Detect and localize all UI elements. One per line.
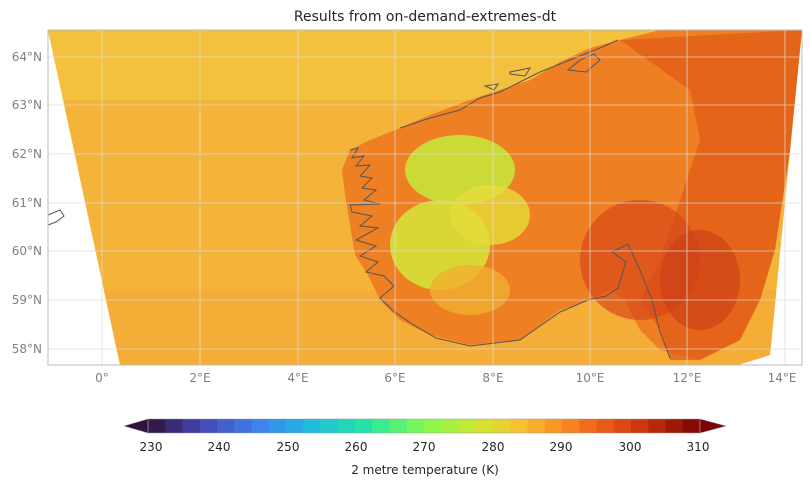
colorbar-segment bbox=[372, 419, 390, 433]
colorbar-segment bbox=[510, 419, 528, 433]
colorbar-tick: 260 bbox=[345, 440, 368, 454]
colorbar-tick: 270 bbox=[413, 440, 436, 454]
colorbar-tick: 300 bbox=[619, 440, 642, 454]
colorbar-segment bbox=[268, 419, 287, 433]
colorbar-segment bbox=[406, 419, 425, 433]
colorbar-segment bbox=[286, 419, 304, 433]
lat-tick: 61°N bbox=[12, 196, 42, 210]
colorbar-segment bbox=[544, 419, 563, 433]
colorbar-segment bbox=[613, 419, 632, 433]
colorbar-segment bbox=[165, 419, 183, 433]
lon-tick: 2°E bbox=[189, 371, 210, 385]
hardangervidda bbox=[450, 185, 530, 245]
shetland-coast bbox=[47, 209, 65, 226]
colorbar-segment bbox=[493, 419, 511, 433]
lat-tick: 59°N bbox=[12, 293, 42, 307]
lat-tick: 63°N bbox=[12, 98, 42, 112]
colorbar-segment bbox=[682, 419, 701, 433]
temperature-field bbox=[47, 30, 802, 365]
lat-tick: 60°N bbox=[12, 244, 42, 258]
colorbar-segment bbox=[234, 419, 252, 433]
colorbar-segment bbox=[527, 419, 546, 433]
colorbar-segment bbox=[596, 419, 615, 433]
colorbar-segment bbox=[562, 419, 580, 433]
colorbar-segment bbox=[320, 419, 339, 433]
colorbar-segment bbox=[424, 419, 442, 433]
colorbar-segment bbox=[148, 419, 166, 433]
colorbar-min-arrow bbox=[123, 418, 149, 434]
colorbar-segment bbox=[337, 419, 356, 433]
lon-tick: 14°E bbox=[768, 371, 797, 385]
colorbar-segment bbox=[648, 419, 666, 433]
colorbar-tick: 290 bbox=[550, 440, 573, 454]
colorbar-segment bbox=[475, 419, 494, 433]
colorbar-segment bbox=[458, 419, 477, 433]
colorbar-segment bbox=[251, 419, 270, 433]
lat-tick: 62°N bbox=[12, 147, 42, 161]
lon-tick: 0° bbox=[95, 371, 109, 385]
colorbar-max-arrow bbox=[699, 418, 727, 434]
lon-tick-labels: 0° 2°E 4°E 6°E 8°E 10°E 12°E 14°E bbox=[95, 371, 796, 385]
colorbar-segment bbox=[182, 419, 201, 433]
lat-tick-labels: 64°N 63°N 62°N 61°N 60°N 59°N 58°N bbox=[12, 50, 42, 356]
lat-tick: 58°N bbox=[12, 342, 42, 356]
map-title: Results from on-demand-extremes-dt bbox=[294, 9, 557, 25]
lon-tick: 4°E bbox=[287, 371, 308, 385]
colorbar-tick: 310 bbox=[687, 440, 710, 454]
graticule bbox=[48, 30, 802, 365]
lon-tick: 10°E bbox=[576, 371, 605, 385]
lat-tick: 64°N bbox=[12, 50, 42, 64]
colorbar-segment bbox=[631, 419, 649, 433]
colorbar-label: 2 metre temperature (K) bbox=[351, 463, 499, 477]
colorbar-tick: 280 bbox=[482, 440, 505, 454]
colorbar-segment bbox=[303, 419, 321, 433]
coastline bbox=[349, 147, 671, 359]
colorbar-segment bbox=[199, 419, 218, 433]
colorbar-segment bbox=[355, 419, 373, 433]
north-coastline bbox=[399, 39, 619, 129]
colorbar-segment bbox=[441, 419, 459, 433]
colorbar-segments bbox=[148, 419, 701, 433]
colorbar-segment bbox=[217, 419, 235, 433]
colorbar-segment bbox=[389, 419, 408, 433]
colorbar-outline bbox=[147, 418, 701, 434]
lon-tick: 12°E bbox=[673, 371, 702, 385]
colorbar-segment bbox=[579, 419, 597, 433]
lon-tick: 8°E bbox=[482, 371, 503, 385]
lon-tick: 6°E bbox=[384, 371, 405, 385]
southern-highlands bbox=[430, 265, 510, 315]
colorbar: 230 240 250 260 270 280 290 300 310 2 me… bbox=[123, 418, 727, 477]
swedish-lowlands bbox=[660, 230, 740, 330]
colorbar-tick: 250 bbox=[277, 440, 300, 454]
colorbar-segment bbox=[665, 419, 684, 433]
colorbar-tick: 230 bbox=[140, 440, 163, 454]
map-frame bbox=[47, 29, 803, 366]
colorbar-tick: 240 bbox=[208, 440, 231, 454]
colorbar-ticks: 230 240 250 260 270 280 290 300 310 bbox=[140, 440, 710, 454]
